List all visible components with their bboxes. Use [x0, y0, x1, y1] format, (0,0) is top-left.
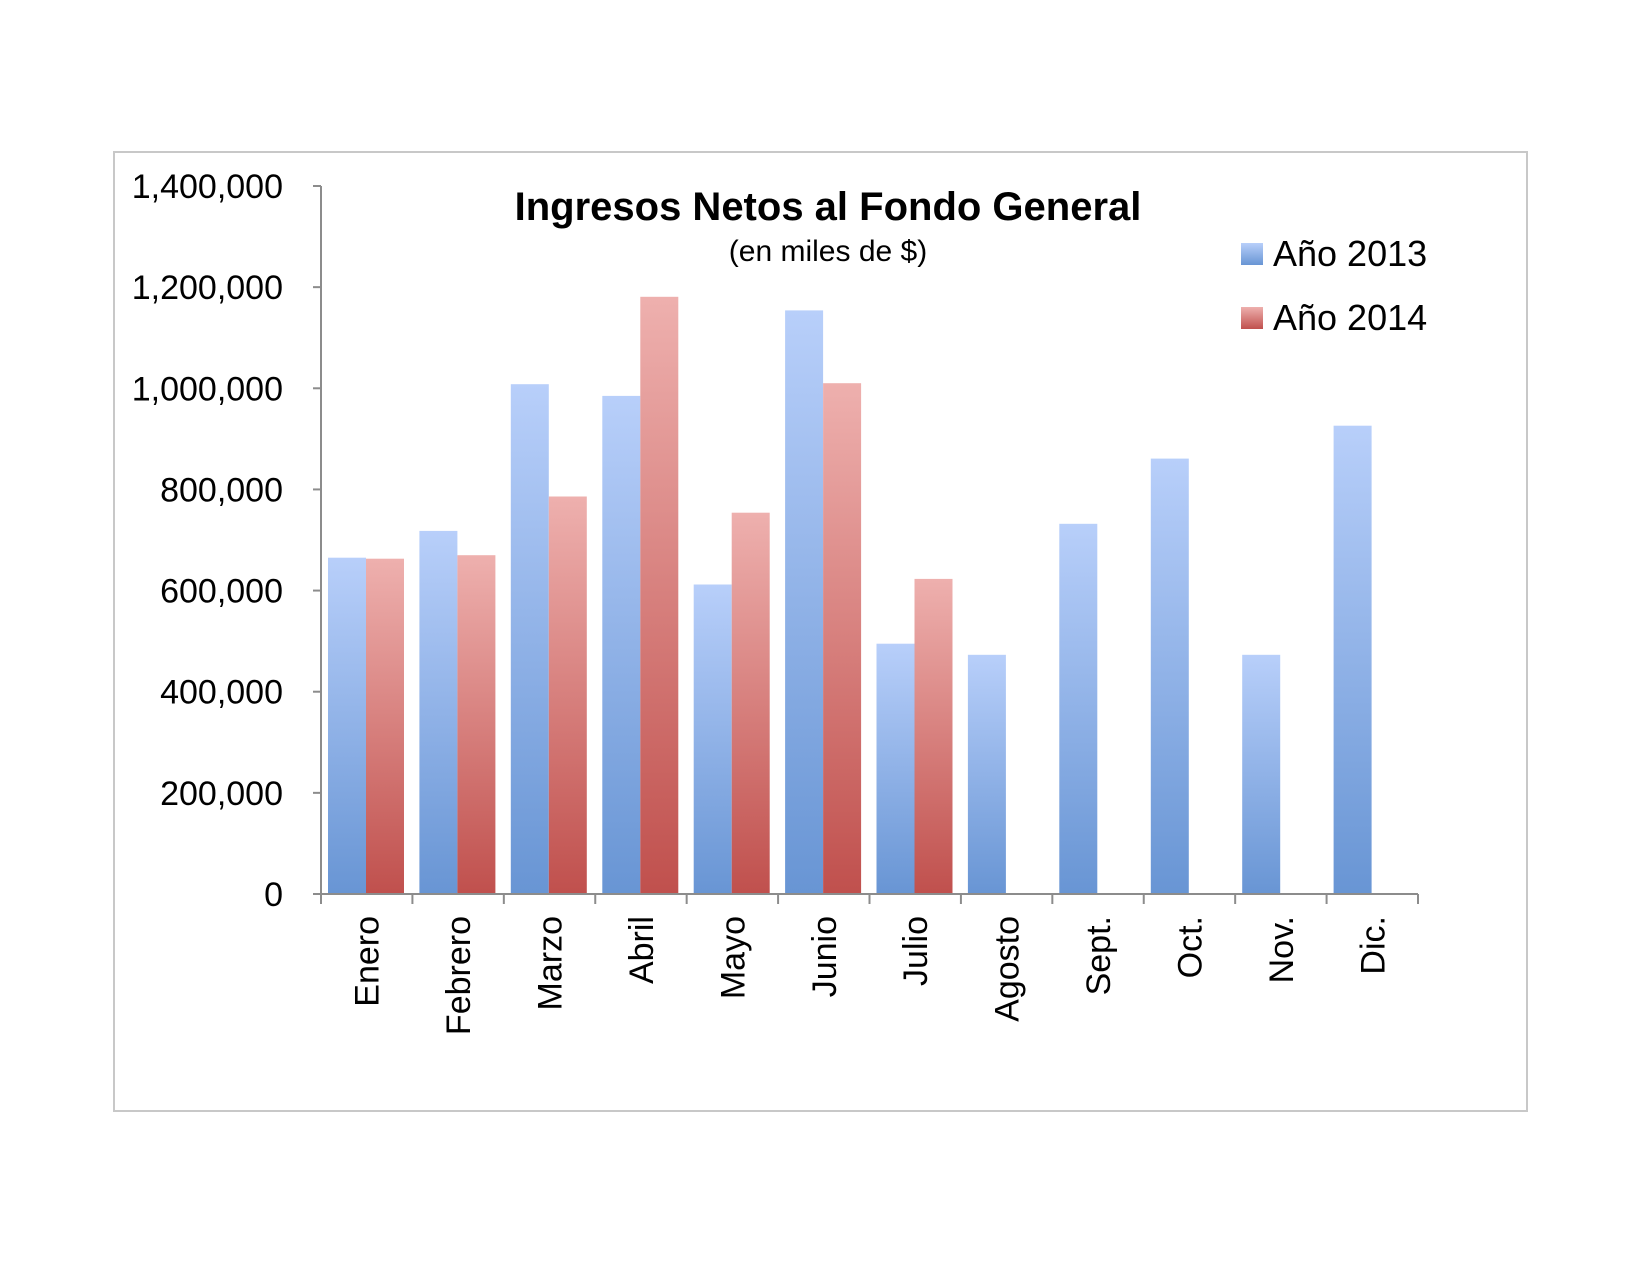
- y-tick-label: 1,200,000: [132, 269, 283, 307]
- bar-2013-sept: [1059, 523, 1098, 894]
- legend-label-2013: Año 2013: [1273, 233, 1427, 274]
- chart-frame: 0 200,000 400,000 600,000 800,000 1,000,000 1,…: [113, 151, 1528, 1112]
- x-category-label: Enero: [349, 916, 387, 1007]
- y-tick-label: 600,000: [160, 573, 283, 611]
- bar-2013-junio: [785, 310, 824, 894]
- bar-2014-enero: [366, 558, 404, 894]
- bar-2013-marzo: [510, 384, 549, 894]
- bar-chart: 0 200,000 400,000 600,000 800,000 1,000,000 1,…: [132, 168, 1427, 1035]
- bar-2014-mayo: [731, 512, 770, 894]
- x-category-label: Oct.: [1171, 916, 1209, 978]
- bar-2014-marzo: [548, 496, 587, 894]
- bars-layer: [328, 296, 1372, 894]
- bar-2013-febrero: [419, 530, 458, 894]
- x-category-label: Dic.: [1354, 916, 1392, 975]
- y-tick-label: 1,400,000: [132, 168, 283, 206]
- legend-swatch-2013: [1241, 243, 1263, 265]
- chart-subtitle: (en miles de $): [729, 235, 927, 268]
- bar-2014-abril: [640, 296, 679, 894]
- labels-layer: 0 200,000 400,000 600,000 800,000 1,000,000 1,…: [132, 168, 1393, 1035]
- bar-2013-julio: [876, 643, 915, 894]
- x-category-label: Marzo: [532, 916, 570, 1010]
- y-tick-label: 400,000: [160, 674, 283, 712]
- y-tick-label: 1,000,000: [132, 370, 283, 408]
- x-category-label: Julio: [897, 916, 935, 986]
- bar-2013-mayo: [693, 584, 732, 894]
- legend-swatch-2014: [1241, 307, 1263, 329]
- bar-2013-agosto: [967, 654, 1006, 894]
- bar-2014-febrero: [457, 555, 496, 894]
- bar-2013-abril: [602, 395, 641, 894]
- x-category-label: Mayo: [714, 916, 752, 999]
- axes-layer: [313, 185, 1419, 904]
- y-tick-label: 800,000: [160, 471, 283, 509]
- x-category-label: Abril: [623, 916, 661, 984]
- legend: Año 2013 Año 2014: [1241, 233, 1427, 338]
- bar-2014-julio: [914, 578, 953, 894]
- bar-2013-enero: [328, 557, 366, 894]
- y-tick-label: 200,000: [160, 775, 283, 813]
- legend-label-2014: Año 2014: [1273, 297, 1427, 338]
- x-category-label: Junio: [806, 916, 844, 997]
- bar-2013-nov: [1242, 654, 1281, 894]
- y-tick-label: 0: [264, 876, 283, 914]
- x-category-label: Febrero: [440, 916, 478, 1035]
- x-category-label: Sept.: [1080, 916, 1118, 995]
- bar-2014-junio: [823, 383, 862, 894]
- x-category-label: Agosto: [989, 916, 1027, 1022]
- bar-2013-oct: [1150, 458, 1189, 894]
- bar-2013-dic: [1333, 425, 1372, 894]
- chart-title: Ingresos Netos al Fondo General: [515, 185, 1142, 229]
- x-category-label: Nov.: [1263, 916, 1301, 983]
